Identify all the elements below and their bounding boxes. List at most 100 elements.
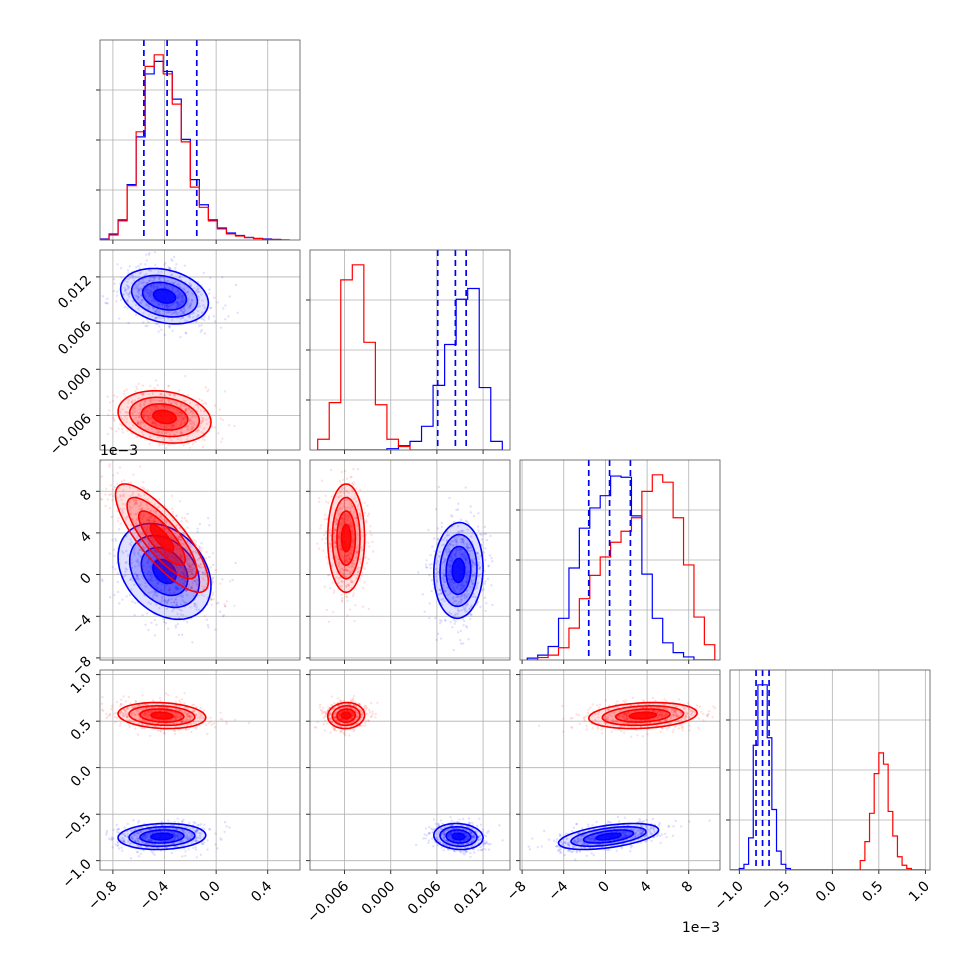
sample-point bbox=[464, 603, 467, 607]
sample-point bbox=[350, 475, 353, 479]
sample-point bbox=[224, 605, 227, 608]
sample-point bbox=[442, 557, 445, 560]
sample-point bbox=[132, 834, 136, 837]
sample-point bbox=[320, 524, 323, 527]
sample-point bbox=[198, 569, 201, 573]
sample-point bbox=[145, 527, 149, 531]
sample-point bbox=[129, 523, 132, 527]
sample-point bbox=[135, 835, 138, 838]
sample-point bbox=[156, 285, 159, 288]
sample-point bbox=[151, 290, 154, 293]
sample-point bbox=[228, 295, 231, 298]
sample-point bbox=[144, 842, 148, 846]
sample-point bbox=[104, 301, 107, 305]
sample-point bbox=[151, 291, 154, 294]
sample-point bbox=[140, 298, 144, 302]
sample-point bbox=[435, 638, 438, 642]
sample-point bbox=[480, 533, 483, 536]
sample-point bbox=[111, 838, 114, 841]
sample-point bbox=[144, 304, 148, 307]
sample-point bbox=[193, 579, 196, 583]
sample-point bbox=[348, 517, 352, 520]
sample-point bbox=[184, 407, 188, 411]
sample-point bbox=[359, 516, 362, 519]
sample-point bbox=[143, 537, 146, 540]
sample-point bbox=[233, 424, 236, 428]
sample-point bbox=[196, 403, 200, 407]
sample-point bbox=[131, 282, 134, 285]
sample-point bbox=[147, 288, 150, 292]
sample-point bbox=[139, 583, 142, 587]
sample-point bbox=[136, 577, 140, 580]
sample-point bbox=[441, 576, 445, 579]
sample-point bbox=[100, 460, 102, 463]
sample-point bbox=[154, 310, 158, 313]
sample-point bbox=[182, 294, 185, 297]
sample-point bbox=[332, 611, 335, 614]
sample-point bbox=[132, 275, 135, 278]
sample-point bbox=[341, 520, 344, 523]
sample-point bbox=[135, 523, 138, 526]
sample-point bbox=[344, 517, 347, 520]
sample-point bbox=[487, 565, 490, 568]
sample-point bbox=[456, 631, 460, 634]
sample-point bbox=[126, 822, 129, 826]
sample-point bbox=[186, 428, 189, 432]
sample-point bbox=[223, 830, 226, 834]
panel-frame bbox=[519, 459, 721, 661]
sample-point bbox=[345, 490, 349, 493]
sample-point bbox=[130, 506, 133, 509]
sample-point bbox=[212, 563, 215, 567]
sample-point bbox=[184, 589, 188, 592]
sample-point bbox=[178, 276, 181, 279]
sample-point bbox=[329, 534, 332, 537]
sample-point bbox=[189, 303, 192, 306]
sample-point bbox=[161, 599, 164, 602]
sample-point bbox=[191, 443, 195, 446]
sample-point bbox=[184, 601, 187, 604]
sample-point bbox=[173, 837, 176, 841]
sample-point bbox=[340, 600, 344, 603]
sample-point bbox=[212, 576, 215, 579]
sample-point bbox=[153, 520, 156, 523]
sample-point bbox=[190, 573, 194, 576]
sample-point bbox=[464, 486, 467, 489]
sample-point bbox=[176, 295, 180, 298]
sample-point bbox=[177, 311, 180, 315]
sample-point bbox=[181, 855, 184, 858]
sample-point bbox=[344, 498, 348, 502]
sample-point bbox=[157, 554, 161, 557]
sample-point bbox=[145, 566, 148, 570]
sample-point bbox=[353, 481, 356, 484]
sample-point bbox=[159, 392, 163, 395]
sample-point bbox=[168, 585, 171, 589]
contour-blue bbox=[117, 522, 212, 621]
sample-point bbox=[123, 826, 126, 829]
sample-point bbox=[484, 558, 487, 562]
sample-point bbox=[169, 402, 173, 405]
sample-point bbox=[354, 556, 357, 560]
sample-point bbox=[182, 614, 185, 617]
sample-point bbox=[139, 507, 142, 510]
sample-point bbox=[180, 633, 184, 636]
sample-point bbox=[195, 583, 199, 586]
sample-point bbox=[340, 547, 343, 551]
sample-point bbox=[358, 488, 362, 492]
contour-blue bbox=[451, 557, 466, 584]
sample-point bbox=[444, 558, 447, 562]
sample-point bbox=[471, 561, 475, 564]
sample-point bbox=[133, 406, 136, 409]
sample-point bbox=[343, 565, 347, 569]
sample-point bbox=[130, 544, 133, 547]
sample-point bbox=[126, 554, 130, 557]
sample-point bbox=[352, 565, 355, 569]
sample-point bbox=[168, 393, 171, 396]
sample-point bbox=[115, 300, 118, 303]
sample-point bbox=[181, 595, 184, 599]
sample-point bbox=[149, 516, 153, 519]
sample-point bbox=[456, 603, 459, 606]
sample-point bbox=[210, 425, 214, 428]
sample-point bbox=[191, 425, 195, 428]
sample-point bbox=[171, 555, 174, 558]
sample-point bbox=[173, 407, 176, 410]
